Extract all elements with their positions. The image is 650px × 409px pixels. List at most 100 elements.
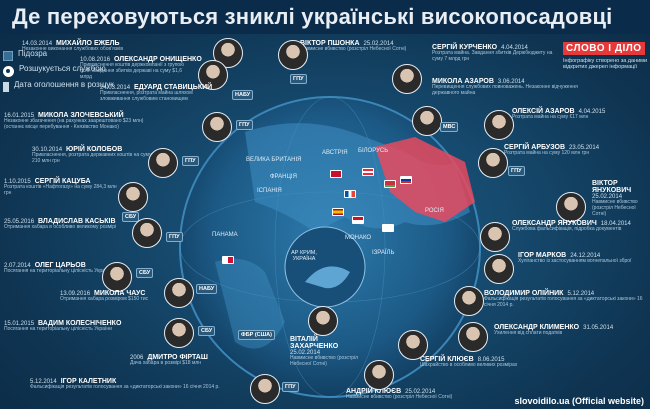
agency-badge: ГПУ: [282, 382, 299, 392]
entry-name: ВІКТОР ЯНУКОВИЧ: [592, 180, 632, 194]
entry-date: 1.10.2015: [4, 178, 31, 185]
label-great-britain: ВЕЛИКА БРИТАНІЯ: [246, 157, 302, 163]
entry-name: ВЛАДИСЛАВ КАСЬКІВ: [38, 218, 116, 225]
entry-desc: Розтрата майна на суму 120 млн грн: [504, 150, 590, 156]
person-entry: ВІКТОР ЯНУКОВИЧ 25.02.2014 Навмисне вбив…: [592, 180, 648, 217]
person-entry: ВІТАЛІЙ ЗАХАРЧЕНКО 25.02.2014 Навмисне в…: [290, 336, 360, 368]
entry-desc: Отримання хабара в особливо великому роз…: [4, 224, 117, 230]
person-entry: СЕРГІЙ КУРЧЕНКО 4.04.2014 Розтрата майна.…: [432, 44, 562, 63]
entry-date: 14.03.2014: [22, 40, 53, 47]
entry-date: 15.01.2015: [4, 320, 35, 327]
flag-russia-icon: [400, 176, 412, 184]
entry-date: 10.08.2016: [80, 56, 111, 63]
entry-name: СЕРГІЙ КЛЮЄВ: [420, 356, 474, 363]
entry-name: ЕДУАРД СТАВИЦЬКИЙ: [134, 84, 213, 91]
crimea-shape: [305, 266, 350, 289]
entry-name: ОЛЕКСАНДР КЛИМЕНКО: [494, 324, 580, 331]
avatar: [458, 322, 488, 352]
person-entry: 2.07.2014 ОЛЕГ ЦАРЬОВ Посягання на терито…: [4, 262, 124, 275]
avatar: [398, 330, 428, 360]
entry-date: 25.02.2014: [592, 194, 623, 200]
agency-badge: НАБУ: [196, 284, 218, 294]
avatar: [102, 262, 132, 292]
person-entry: 2006 ДМИТРО ФІРТАШ Дача хабара в розмірі …: [130, 354, 250, 367]
brand-tagline: Інфографіку створено за даними відкритих…: [563, 58, 648, 71]
entry-date: 30.10.2014: [32, 146, 63, 153]
entry-date: 25.02.2014: [363, 40, 394, 47]
entry-date: 25.02.2014: [290, 350, 321, 356]
avatar: [392, 64, 422, 94]
entry-desc: Привласнення, розтрата майна шляхом злов…: [100, 90, 193, 102]
entry-date: 24.03.2014: [100, 84, 131, 91]
agency-badge: ГПУ: [508, 166, 525, 176]
person-entry: 30.10.2014 ЮРІЙ КОЛОБОВ Привласнення, роз…: [32, 146, 152, 165]
target-icon: [3, 66, 14, 77]
label-russia: РОСІЯ: [425, 208, 444, 214]
entry-name: ЮРІЙ КОЛОБОВ: [66, 146, 123, 153]
entry-name: ІГОР МАРКОВ: [518, 252, 567, 259]
flag-monaco-icon: [352, 216, 364, 224]
title-bar: Де переховуються зниклі українські висок…: [0, 0, 650, 34]
entry-desc: Ухилення від сплати податків: [494, 330, 563, 336]
entry-desc: Розтрата майна на суму €17 млн: [512, 114, 589, 120]
entry-desc: Привласнення коштів держкомпанії з групо…: [80, 62, 184, 80]
agency-badge: ГПУ: [290, 74, 307, 84]
entry-name: ВАДИМ КОЛЕСНІЧЕНКО: [38, 320, 122, 327]
avatar: [484, 254, 514, 284]
entry-desc: Отримання хабара розміром $150 тис: [60, 296, 149, 302]
avatar: [148, 148, 178, 178]
entry-desc: Розтрата коштів «Нафтогазу» на суму 284,…: [4, 184, 117, 196]
person-entry: 13.09.2016 МИКОЛА ЧАУС Отримання хабара р…: [60, 290, 170, 303]
entry-desc: Посягання на територіальну цілісність Ук…: [4, 326, 112, 332]
entry-name: ОЛЕКСАНДР ЯНУКОВИЧ: [512, 220, 597, 227]
entry-name: СЕРГІЙ АРБУЗОВ: [504, 144, 566, 151]
legend-label: Дата оголошення в розшук: [14, 80, 114, 89]
entry-desc: Службова фальсифікація, підробка докумен…: [512, 226, 622, 232]
entry-date: 2.07.2014: [4, 262, 31, 269]
entry-date: 18.04.2014: [600, 220, 631, 227]
entry-desc: Навмисне вбивство (розстріл Небесної Сот…: [300, 46, 407, 52]
entry-name: СЕРГІЙ КУРЧЕНКО: [432, 44, 498, 51]
brand-block: СЛОВО І ДІЛО Інфографіку створено за дан…: [563, 38, 649, 71]
agency-badge: СБУ: [136, 268, 154, 278]
label-france: ФРАНЦІЯ: [270, 174, 297, 180]
flag-france-icon: [344, 190, 356, 198]
avatar: [132, 218, 162, 248]
entry-desc: Навмисне вбивство (розстріл Небесної Сот…: [592, 199, 638, 217]
entry-date: 25.02.2014: [405, 388, 436, 395]
avatar: [412, 106, 442, 136]
person-entry: 14.03.2014 МИХАЙЛО ЕЖЕЛЬ Незаконне викона…: [22, 40, 172, 53]
avatar: [454, 286, 484, 316]
entry-desc: Посягання на територіальну цілісність Ук…: [4, 268, 112, 274]
entry-name: МИКОЛА ЧАУС: [94, 290, 146, 297]
entry-name: СЕРГІЙ КАЦУБА: [34, 178, 91, 185]
agency-badge: ГПУ: [236, 120, 253, 130]
legend-item-date: Дата оголошення в розшук: [3, 80, 153, 92]
entry-date: 4.04.2015: [578, 108, 606, 115]
person-entry: 24.03.2014 ЕДУАРД СТАВИЦЬКИЙ Привласнення…: [100, 84, 212, 103]
suspicion-swatch-icon: [3, 51, 13, 61]
avatar: [250, 374, 280, 404]
label-monaco: МОНАКО: [345, 235, 372, 241]
avatar: [164, 318, 194, 348]
entry-name: ДМИТРО ФІРТАШ: [147, 354, 208, 361]
person-entry: 1.10.2015 СЕРГІЙ КАЦУБА Розтрата коштів «…: [4, 178, 124, 197]
entry-date: 4.04.2014: [501, 44, 528, 51]
flag-uk-icon: [330, 170, 342, 178]
label-israel: ІЗРАЇЛЬ: [372, 250, 395, 256]
agency-badge: ГПУ: [166, 232, 183, 242]
entry-name: ОЛЕКСІЙ АЗАРОВ: [512, 108, 575, 115]
person-entry: ВІКТОР ПШОНКА 25.02.2014 Навмисне вбивств…: [300, 40, 420, 53]
legend-label: Підозра: [18, 49, 48, 58]
flag-spain-icon: [332, 208, 344, 216]
agency-badge: ФБР (США): [238, 330, 275, 340]
entry-name: МИКОЛА ЗЛОЧЕВСЬКИЙ: [38, 112, 124, 119]
source-credit: slovoidilo.ua (Official website): [514, 396, 644, 406]
agency-badge: ГПУ: [182, 156, 199, 166]
entry-desc: Хуліганство із застосуванням вогнепально…: [518, 258, 632, 264]
entry-desc: Перевищення службових повноважень. Незак…: [432, 84, 578, 96]
person-entry: СЕРГІЙ АРБУЗОВ 23.05.2014 Розтрата майна …: [504, 144, 644, 157]
person-entry: СЕРГІЙ КЛЮЄВ 8.06.2015 Шахрайство в особл…: [420, 356, 580, 369]
entry-date: 16.01.2015: [4, 112, 35, 119]
person-entry: ІГОР МАРКОВ 24.12.2014 Хуліганство із зас…: [518, 252, 648, 265]
